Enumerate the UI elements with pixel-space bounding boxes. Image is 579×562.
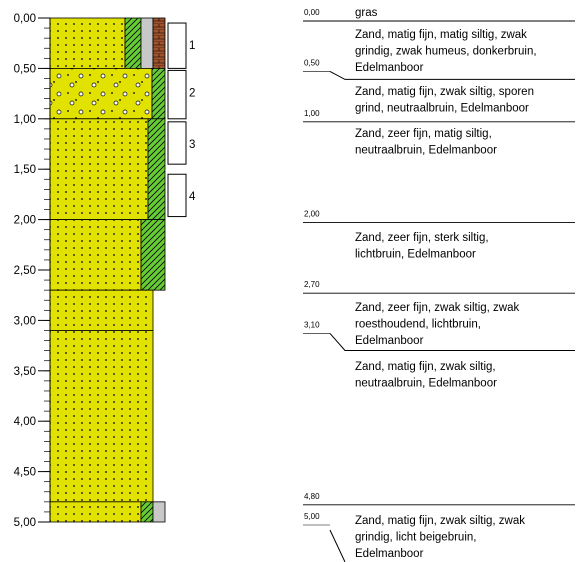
layer-description: grindig, zwak humeus, donkerbruin, xyxy=(355,46,537,58)
layer-description: Zand, zeer fijn, sterk siltig, xyxy=(355,232,489,244)
soil-layer xyxy=(141,220,165,291)
sample-label: 2 xyxy=(189,87,195,99)
tick-label: 0,50 xyxy=(14,63,36,75)
layer-description: neutraalbruin, Edelmanboor xyxy=(355,378,497,390)
layer-description: Edelmanboor xyxy=(355,548,424,560)
layer-description: Zand, matig fijn, zwak siltig, xyxy=(355,361,496,373)
soil-layer xyxy=(153,18,165,68)
depth-label: 0,50 xyxy=(304,58,320,67)
soil-layer xyxy=(153,502,165,522)
layer-description: neutraalbruin, Edelmanboor xyxy=(355,145,497,157)
depth-label: 3,10 xyxy=(304,320,320,329)
soil-layer xyxy=(152,68,165,118)
soil-layer xyxy=(50,68,152,118)
tick-label: 1,00 xyxy=(14,114,36,126)
tick-label: 4,50 xyxy=(14,467,36,479)
soil-layer xyxy=(148,119,165,220)
layer-description: Zand, matig fijn, matig siltig, zwak xyxy=(355,29,527,41)
depth-label: 0,00 xyxy=(304,8,320,17)
soil-layer xyxy=(50,290,153,330)
soil-layer xyxy=(50,18,125,68)
tick-label: 2,00 xyxy=(14,215,36,227)
borehole-log: 0,00 0,50 1,00 1,50 2,00 2,50 3,00 3,50 4,00 4,50… xyxy=(0,0,579,562)
layer-description: roesthoudend, lichtbruin, xyxy=(355,319,481,331)
depth-label: 2,70 xyxy=(304,280,320,289)
layer-description: gras xyxy=(355,7,378,19)
sample-label: 3 xyxy=(189,139,195,151)
tick-label: 5,00 xyxy=(14,517,36,529)
tick-label: 3,00 xyxy=(14,315,36,327)
tick-label: 2,50 xyxy=(14,265,36,277)
soil-layer xyxy=(50,220,141,291)
layer-description: Edelmanboor xyxy=(355,335,424,347)
layer-description: Zand, matig fijn, zwak siltig, sporen xyxy=(355,86,534,98)
layer-description: grind, neutraalbruin, Edelmanboor xyxy=(355,103,529,115)
tick-label: 1,50 xyxy=(14,164,36,176)
sample-label: 1 xyxy=(189,40,195,52)
soil-layer xyxy=(141,502,153,522)
soil-layer xyxy=(141,18,153,68)
depth-label: 1,00 xyxy=(304,109,320,118)
tick-label: 0,00 xyxy=(14,13,36,25)
depth-line xyxy=(330,530,345,562)
depth-label: 4,80 xyxy=(304,492,320,501)
sample-box xyxy=(168,122,186,164)
layer-description: lichtbruin, Edelmanboor xyxy=(355,249,476,261)
sample-label: 4 xyxy=(189,191,196,203)
layer-description: grindig, licht beigebruin, xyxy=(355,532,476,544)
layer-description: Zand, matig fijn, zwak siltig, zwak xyxy=(355,515,525,527)
depth-label: 2,00 xyxy=(304,210,320,219)
layer-description: Zand, zeer fijn, zwak siltig, zwak xyxy=(355,302,520,314)
soil-layer xyxy=(50,119,148,220)
sample-box xyxy=(168,23,186,68)
layer-description: Edelmanboor xyxy=(355,62,424,74)
sample-box xyxy=(168,174,186,216)
tick-label: 3,50 xyxy=(14,366,36,378)
depth-label: 5,00 xyxy=(304,512,320,521)
layer-description: Zand, zeer fijn, matig siltig, xyxy=(355,128,492,140)
soil-layer xyxy=(50,502,141,522)
soil-layer xyxy=(50,330,153,501)
sample-box xyxy=(168,70,186,118)
soil-layer xyxy=(125,18,141,68)
tick-label: 4,00 xyxy=(14,416,36,428)
